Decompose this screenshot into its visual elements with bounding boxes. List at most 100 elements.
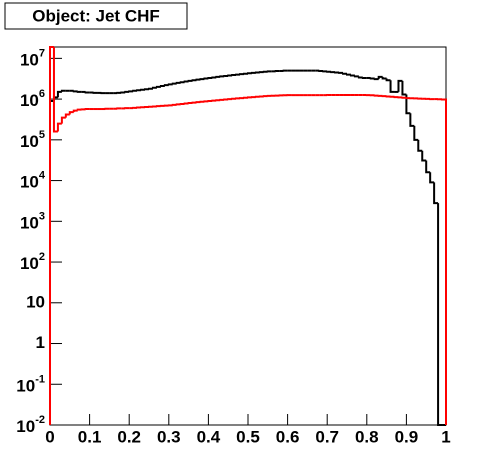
histogram-step xyxy=(140,88,146,91)
y-tick-base: 10 xyxy=(16,417,35,436)
histogram-step xyxy=(377,75,383,80)
histogram-step xyxy=(425,160,431,174)
histogram-step xyxy=(441,98,447,425)
histogram-step xyxy=(361,76,367,79)
histogram-step xyxy=(167,83,173,86)
y-tick-exponent: 3 xyxy=(39,210,45,222)
histogram-step xyxy=(183,80,189,83)
y-tick-base: 10 xyxy=(20,255,39,274)
y-tick-exponent: -1 xyxy=(35,373,45,385)
histogram-step xyxy=(437,203,443,426)
histogram-step xyxy=(155,85,161,88)
histogram-step xyxy=(76,108,82,111)
histogram-step xyxy=(128,90,134,93)
y-tick-base: 10 xyxy=(20,92,39,111)
histogram-step xyxy=(72,90,78,93)
histogram-step xyxy=(373,78,379,81)
y-tick-label: 1 xyxy=(36,333,45,352)
histogram-step xyxy=(151,86,157,89)
histogram-step xyxy=(171,82,177,85)
x-tick-label: 0.3 xyxy=(157,427,181,446)
histogram-step xyxy=(60,89,66,92)
histogram-step xyxy=(405,94,411,115)
histogram-step xyxy=(195,78,201,81)
histogram-step xyxy=(68,111,74,115)
histogram-step xyxy=(369,77,375,80)
histogram-step xyxy=(124,90,130,93)
title-box xyxy=(4,2,188,30)
histogram-step xyxy=(413,125,419,141)
y-tick-label: 106 xyxy=(20,88,45,111)
histogram-step xyxy=(397,79,403,92)
histogram-step xyxy=(357,76,363,79)
histogram-step xyxy=(49,46,54,425)
histogram-step xyxy=(429,172,435,184)
histogram-step xyxy=(381,76,387,80)
y-tick-exponent: 6 xyxy=(39,88,45,100)
histogram-step xyxy=(76,90,82,93)
histogram-step xyxy=(385,78,391,82)
y-tick-exponent: -2 xyxy=(35,414,45,426)
y-tick-label: 10-1 xyxy=(16,373,45,396)
histogram-step xyxy=(191,79,197,82)
histogram-step xyxy=(401,80,407,96)
histogram-step xyxy=(136,89,142,92)
histogram-step xyxy=(179,81,185,84)
histogram-step xyxy=(353,75,359,78)
x-tick-label: 0.6 xyxy=(276,427,300,446)
histogram-step xyxy=(342,72,347,75)
histogram-step xyxy=(52,47,58,133)
y-tick-base: 10 xyxy=(20,132,39,151)
histogram-step xyxy=(409,113,415,127)
y-tick-base: 10 xyxy=(20,173,39,192)
y-tick-base: 10 xyxy=(16,377,35,396)
x-tick-label: 0.1 xyxy=(78,427,102,446)
x-tick-label: 0.8 xyxy=(355,427,379,446)
x-tick-label: 0.5 xyxy=(236,427,260,446)
x-tick-label: 0.4 xyxy=(197,427,221,446)
chart-title: Object: Jet CHF xyxy=(32,6,160,25)
y-tick-label: 103 xyxy=(20,210,45,233)
histogram-step xyxy=(421,150,427,162)
histogram-step xyxy=(163,84,169,87)
histogram-step xyxy=(346,73,351,76)
y-tick-label: 104 xyxy=(20,169,46,192)
histogram-step xyxy=(211,76,217,79)
histogram-step xyxy=(132,89,138,92)
y-tick-label: 10 xyxy=(26,292,45,311)
y-tick-exponent: 2 xyxy=(39,251,45,263)
y-tick-exponent: 5 xyxy=(39,129,45,141)
y-tick-base: 10 xyxy=(20,214,39,233)
histogram-step xyxy=(60,116,66,124)
histogram-step xyxy=(417,139,423,152)
y-tick-base: 10 xyxy=(20,51,39,70)
histogram-step xyxy=(56,122,62,132)
histogram-step xyxy=(207,76,213,79)
histogram-step xyxy=(349,74,355,77)
y-tick-label: 107 xyxy=(20,47,45,70)
histogram-step xyxy=(64,113,70,118)
y-tick-label: 102 xyxy=(20,251,45,274)
y-tick-label: 105 xyxy=(20,129,45,152)
histogram-step xyxy=(203,77,209,80)
histogram-step xyxy=(215,75,221,78)
histogram-step xyxy=(144,88,149,91)
y-tick-exponent: 7 xyxy=(39,47,45,59)
histogram-step xyxy=(84,91,90,94)
histogram-step xyxy=(389,80,395,93)
histogram-step xyxy=(56,90,62,98)
x-tick-label: 0.9 xyxy=(395,427,419,446)
histogram-step xyxy=(159,84,165,87)
x-tick-label: 1 xyxy=(441,427,450,446)
x-tick-label: 0.2 xyxy=(117,427,141,446)
y-tick-label: 10-2 xyxy=(16,414,45,437)
y-tick-exponent: 4 xyxy=(39,169,46,181)
x-tick-label: 0 xyxy=(45,427,54,446)
x-tick-label: 0.7 xyxy=(315,427,339,446)
histogram-step xyxy=(199,78,205,81)
histogram-step xyxy=(433,182,439,205)
histogram-step xyxy=(187,79,193,82)
histogram-step xyxy=(72,109,78,113)
